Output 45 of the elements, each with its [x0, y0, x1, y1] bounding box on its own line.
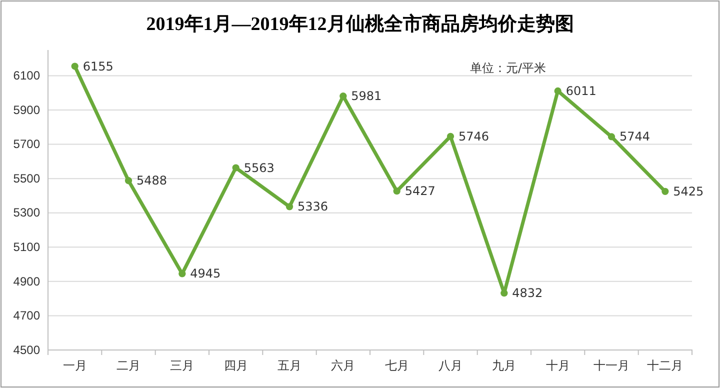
data-label: 5744: [620, 130, 650, 144]
x-tick-label: 三月: [170, 358, 194, 373]
x-tick-label: 十二月: [647, 358, 684, 373]
x-tick-label: 五月: [278, 358, 302, 373]
chart-title: 2019年1月—2019年12月仙桃全市商品房均价走势图: [146, 13, 574, 35]
y-tick-label: 5900: [13, 102, 40, 117]
data-label: 5563: [244, 160, 274, 175]
data-label: 5336: [298, 200, 328, 214]
x-tick-label: 八月: [438, 358, 462, 373]
x-tick-label: 九月: [492, 358, 516, 373]
data-label: 5488: [136, 174, 168, 188]
data-label: 6155: [82, 59, 114, 74]
y-tick-label: 5700: [13, 137, 40, 152]
point: [71, 62, 78, 70]
data-label: 6011: [566, 84, 596, 98]
data-label: 5981: [351, 89, 382, 104]
point: [232, 164, 240, 172]
point: [662, 188, 669, 195]
point: [286, 203, 294, 210]
y-tick-label: 5100: [13, 240, 40, 254]
y-tick-label: 5300: [13, 206, 40, 220]
x-tick-label: 十一月: [594, 358, 630, 373]
annotation: 单位：元/平米: [470, 61, 546, 75]
point: [393, 188, 400, 195]
point: [608, 133, 616, 140]
x-tick-label: 二月: [116, 358, 140, 373]
y-tick-label: 4900: [13, 274, 40, 288]
point: [554, 87, 562, 95]
point: [124, 177, 132, 184]
y-tick-label: 5500: [13, 171, 40, 186]
x-tick-label: 七月: [384, 358, 409, 373]
data-label: 5746: [458, 129, 490, 144]
data-label: 5425: [673, 184, 704, 198]
data-label: 4832: [512, 286, 543, 300]
x-tick-label: 六月: [331, 358, 356, 373]
point: [446, 132, 454, 140]
y-tick-label: 4500: [13, 342, 40, 357]
y-tick-label: 4700: [13, 308, 40, 323]
x-tick-label: 一月: [62, 358, 87, 373]
point: [500, 290, 508, 297]
x-tick-label: 十月: [546, 358, 570, 373]
data-label: 4945: [190, 266, 221, 281]
data-label: 5427: [404, 184, 436, 198]
y-tick-label: 6100: [13, 68, 40, 83]
x-tick-label: 四月: [224, 358, 248, 373]
